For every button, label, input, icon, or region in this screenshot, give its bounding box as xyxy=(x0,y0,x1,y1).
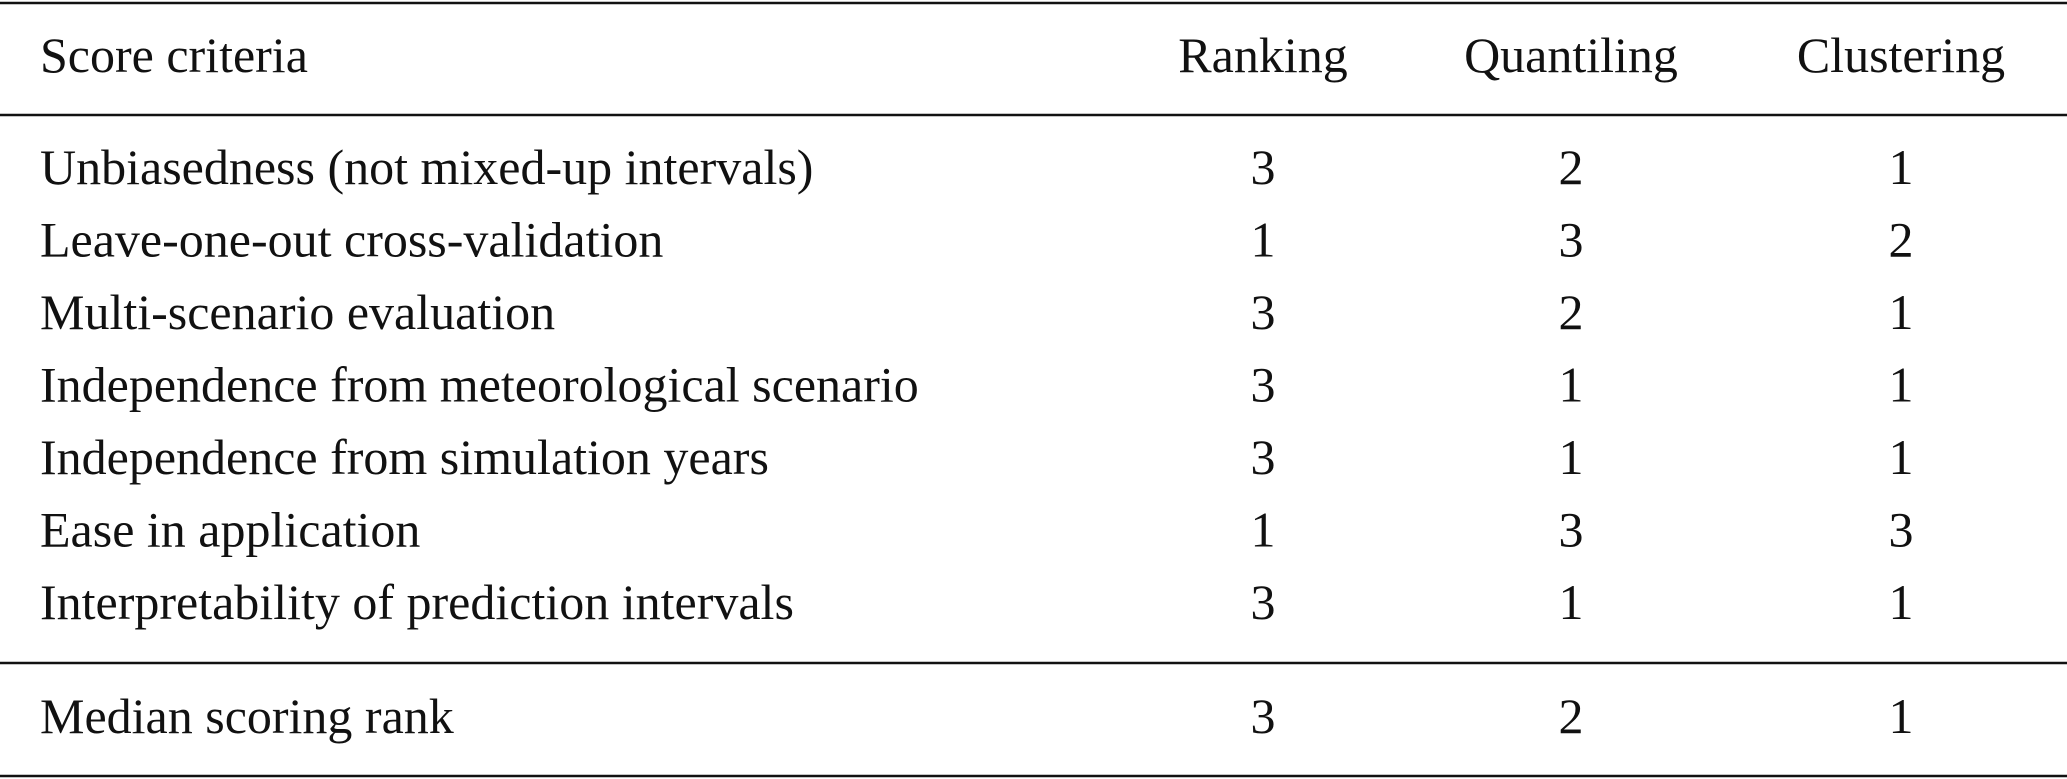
footer-cell: 1 xyxy=(1889,688,1914,744)
row-label: Independence from simulation years xyxy=(40,429,769,485)
row-cell: 1 xyxy=(1889,284,1914,340)
row-cell: 3 xyxy=(1559,212,1584,268)
row-label: Unbiasedness (not mixed-up intervals) xyxy=(40,139,813,195)
row-cell: 2 xyxy=(1889,212,1914,268)
row-label: Ease in application xyxy=(40,502,420,558)
row-label: Interpretability of prediction intervals xyxy=(40,574,794,630)
row-cell: 1 xyxy=(1559,357,1584,413)
row-cell: 1 xyxy=(1559,574,1584,630)
row-cell: 1 xyxy=(1559,429,1584,485)
row-cell: 3 xyxy=(1251,574,1276,630)
row-cell: 3 xyxy=(1251,139,1276,195)
footer-label: Median scoring rank xyxy=(40,688,454,744)
row-cell: 3 xyxy=(1889,502,1914,558)
header-cell: Clustering xyxy=(1797,27,2005,83)
header-cell: Ranking xyxy=(1178,27,1347,83)
row-cell: 1 xyxy=(1889,357,1914,413)
row-cell: 1 xyxy=(1889,139,1914,195)
row-cell: 3 xyxy=(1251,429,1276,485)
row-cell: 2 xyxy=(1559,139,1584,195)
row-cell: 3 xyxy=(1559,502,1584,558)
header-cell: Quantiling xyxy=(1464,27,1678,83)
row-cell: 2 xyxy=(1559,284,1584,340)
row-cell: 3 xyxy=(1251,357,1276,413)
row-cell: 1 xyxy=(1889,429,1914,485)
row-cell: 1 xyxy=(1251,212,1276,268)
row-label: Leave-one-out cross-validation xyxy=(40,212,663,268)
row-cell: 3 xyxy=(1251,284,1276,340)
header-label: Score criteria xyxy=(40,27,308,83)
footer-cell: 2 xyxy=(1559,688,1584,744)
row-label: Multi-scenario evaluation xyxy=(40,284,555,340)
row-label: Independence from meteorological scenari… xyxy=(40,357,919,413)
row-cell: 1 xyxy=(1889,574,1914,630)
footer-cell: 3 xyxy=(1251,688,1276,744)
row-cell: 1 xyxy=(1251,502,1276,558)
